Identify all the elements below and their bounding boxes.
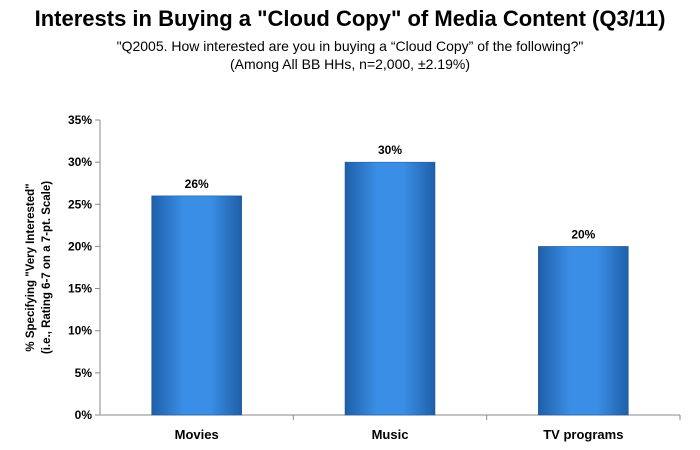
chart-title: Interests in Buying a "Cloud Copy" of Me…: [34, 6, 666, 31]
y-tick-label: 20%: [68, 239, 92, 253]
y-axis-title-line1: % Specifying "Very Interested": [25, 183, 37, 351]
bars: 26% 30% 20%: [151, 143, 629, 416]
chart-subtitle-question: "Q2005. How interested are you in buying…: [116, 38, 584, 54]
x-tick-label: Music: [372, 427, 409, 442]
y-axis-ticks: 0% 5% 10% 15% 20% 25% 30% 35%: [68, 113, 100, 422]
x-tick-label: TV programs: [543, 427, 623, 442]
bar-movies: [151, 195, 242, 416]
bar-music: [344, 161, 436, 416]
data-label: 26%: [185, 177, 209, 191]
y-axis-title-line2: (i.e., Rating 6-7 on a 7-pt. Scale): [41, 181, 53, 354]
y-axis-label: % Specifying "Very Interested" (i.e., Rat…: [25, 181, 53, 354]
bar-tv-programs: [538, 246, 629, 416]
chart-subtitle-sample: (Among All BB HHs, n=2,000, ±2.19%): [230, 56, 470, 72]
y-axis-title: % Specifying "Very Interested" (i.e., Rat…: [25, 181, 53, 354]
data-label: 30%: [378, 143, 402, 157]
x-axis-labels: Movies Music TV programs: [175, 415, 681, 442]
x-tick-label: Movies: [175, 427, 219, 442]
y-tick-label: 0%: [75, 408, 93, 422]
y-tick-label: 30%: [68, 155, 92, 169]
y-tick-label: 5%: [75, 366, 93, 380]
y-tick-label: 15%: [68, 282, 92, 296]
y-tick-label: 35%: [68, 113, 92, 127]
data-label: 20%: [571, 227, 595, 241]
y-tick-label: 25%: [68, 197, 92, 211]
y-tick-label: 10%: [68, 324, 92, 338]
